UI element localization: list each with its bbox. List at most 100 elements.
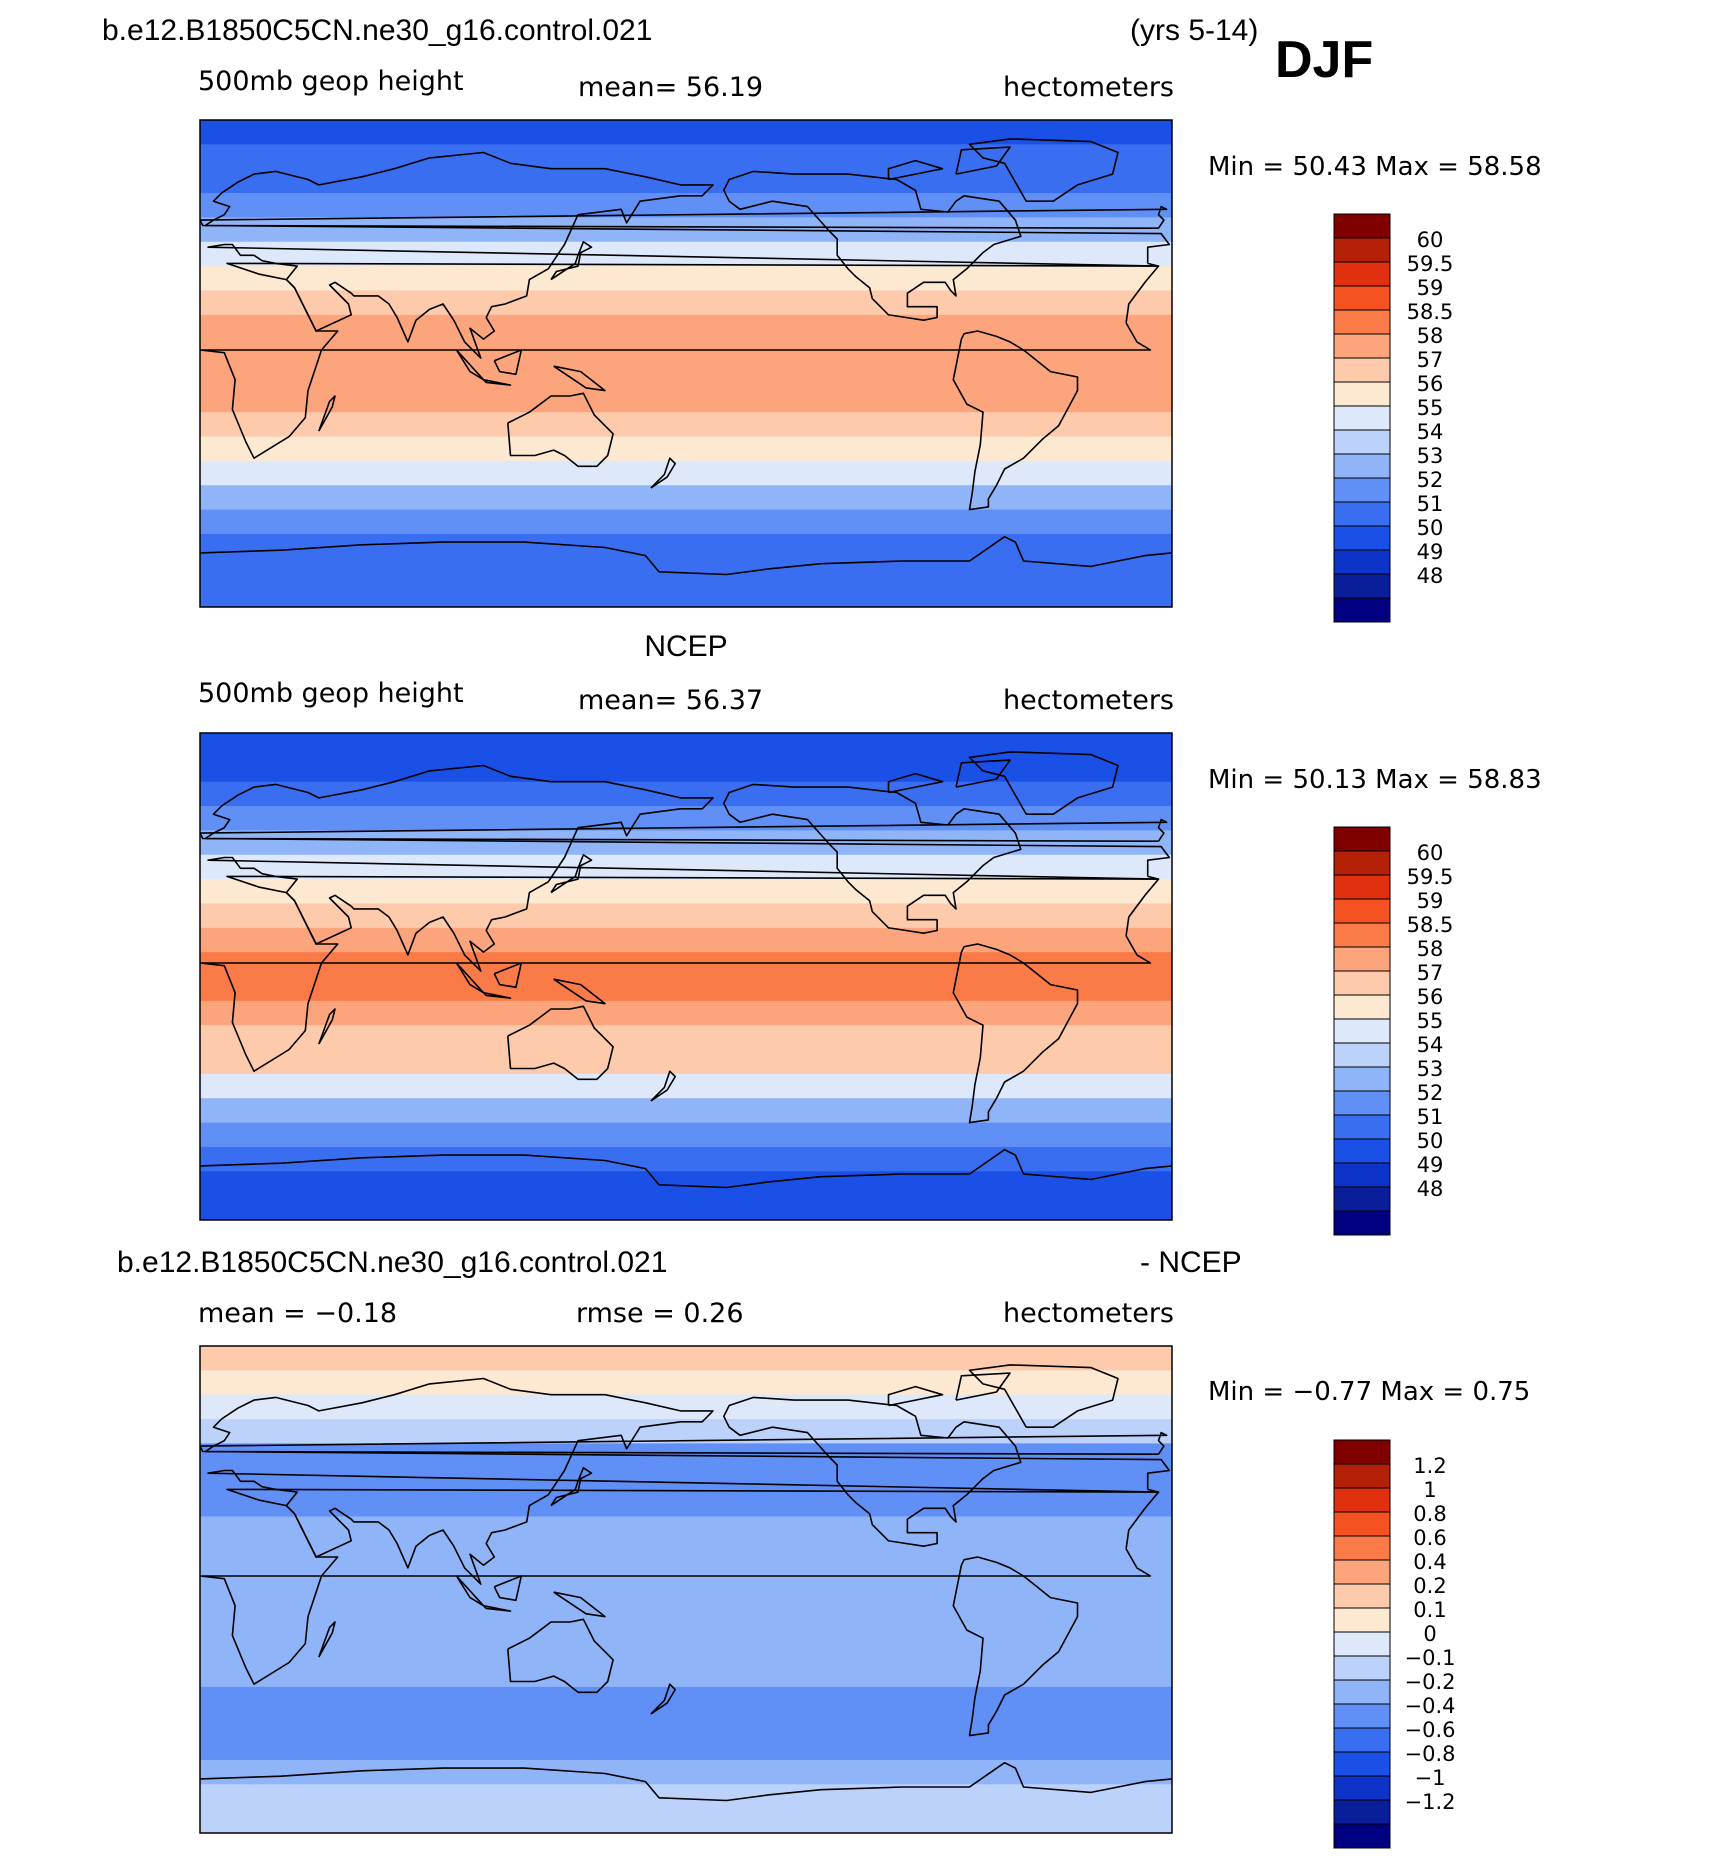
zonal-band bbox=[200, 412, 1172, 438]
colorbar-tick-label: 52 bbox=[1417, 1081, 1444, 1105]
colorbar-box bbox=[1333, 1799, 1391, 1825]
coastline bbox=[955, 1372, 1011, 1401]
colorbar-box bbox=[1333, 237, 1391, 263]
colorbar-box bbox=[1333, 453, 1391, 479]
coastline bbox=[318, 1008, 336, 1045]
colorbar-tick-label: 52 bbox=[1417, 468, 1444, 492]
zonal-band bbox=[200, 1171, 1172, 1197]
colorbar-box bbox=[1333, 970, 1391, 996]
coastline bbox=[200, 1761, 1172, 1802]
min-max-label: Min = 50.13 Max = 58.83 bbox=[1208, 765, 1542, 795]
colorbar-tick-label: 56 bbox=[1417, 985, 1444, 1009]
zonal-band bbox=[200, 1735, 1172, 1761]
colorbar-tick-label: 0 bbox=[1423, 1622, 1436, 1646]
zonal-band bbox=[200, 1516, 1172, 1542]
zonal-band bbox=[200, 927, 1172, 953]
zonal-band bbox=[200, 1565, 1172, 1591]
coastline bbox=[200, 1148, 1172, 1189]
season-label: DJF bbox=[1275, 31, 1373, 89]
colorbar-tick-label: −0.2 bbox=[1405, 1670, 1456, 1694]
coastline bbox=[200, 818, 1168, 843]
colorbar-tick-label: 58.5 bbox=[1407, 300, 1454, 324]
colorbar-box bbox=[1333, 1607, 1391, 1633]
colorbar-tick-label: 49 bbox=[1417, 1153, 1444, 1177]
coastline bbox=[968, 138, 1119, 202]
zonal-band bbox=[200, 1613, 1172, 1639]
map-frame bbox=[199, 119, 1173, 608]
colorbar-tick-label: 55 bbox=[1417, 1009, 1444, 1033]
colorbar-box bbox=[1333, 309, 1391, 335]
coastline bbox=[650, 1683, 677, 1715]
colorbar-box bbox=[1333, 1042, 1391, 1068]
coastline bbox=[482, 991, 512, 999]
colorbar-box bbox=[1333, 1439, 1391, 1465]
coastline bbox=[887, 159, 944, 181]
colorbar-tick-label: −0.8 bbox=[1405, 1742, 1456, 1766]
colorbar-box bbox=[1333, 573, 1391, 599]
colorbar-box bbox=[1333, 1487, 1391, 1513]
mean-label: mean = −0.18 bbox=[198, 1298, 397, 1329]
map-frame bbox=[199, 732, 1173, 1221]
panel-title-diff-right: - NCEP bbox=[1140, 1246, 1242, 1279]
coastline bbox=[204, 151, 1171, 359]
coastline bbox=[507, 1618, 614, 1694]
colorbar-tick-label: 49 bbox=[1417, 540, 1444, 564]
zonal-band bbox=[200, 266, 1172, 292]
colorbar-tick-label: 53 bbox=[1417, 1057, 1444, 1081]
min-max-label: Min = 50.43 Max = 58.58 bbox=[1208, 152, 1542, 182]
map-ncep bbox=[200, 733, 1172, 1220]
zonal-band bbox=[200, 1638, 1172, 1664]
colorbar-tick-label: 59.5 bbox=[1407, 252, 1454, 276]
coastline bbox=[650, 457, 677, 489]
colorbar-tick-label: 51 bbox=[1417, 1105, 1444, 1129]
rmse-label: rmse = 0.26 bbox=[576, 1298, 744, 1329]
colorbar-box bbox=[1333, 429, 1391, 455]
coastline bbox=[550, 1467, 593, 1507]
colorbar-tick-label: 58 bbox=[1417, 937, 1444, 961]
colorbar-box bbox=[1333, 1138, 1391, 1164]
zonal-band bbox=[200, 1589, 1172, 1615]
panel-model: 500mb geop height mean= 56.19 hectometer… bbox=[198, 66, 1542, 623]
colorbar-box bbox=[1333, 261, 1391, 287]
coastline bbox=[200, 1431, 1168, 1455]
colorbar-box bbox=[1333, 1186, 1391, 1212]
colorbar-box bbox=[1333, 1162, 1391, 1188]
colorbar-tick-label: 56 bbox=[1417, 372, 1444, 396]
colorbar-box bbox=[1333, 1727, 1391, 1753]
colorbar-box bbox=[1333, 213, 1391, 239]
zonal-band bbox=[200, 387, 1172, 413]
colorbar-difference: 1.210.80.60.40.20.10−0.1−0.2−0.4−0.6−0.8… bbox=[1333, 1439, 1456, 1849]
zonal-band bbox=[200, 1098, 1172, 1124]
panel-title-diff-left: b.e12.B1850C5CN.ne30_g16.control.021 bbox=[117, 1246, 667, 1279]
colorbar-box bbox=[1333, 1775, 1391, 1801]
colorbar-tick-label: −0.6 bbox=[1405, 1718, 1456, 1742]
colorbar-box bbox=[1333, 898, 1391, 924]
coastline bbox=[553, 1591, 606, 1618]
colorbar-tick-label: 59 bbox=[1417, 276, 1444, 300]
coastline bbox=[455, 349, 485, 381]
variable-label: 500mb geop height bbox=[198, 678, 464, 709]
colorbar-box bbox=[1333, 874, 1391, 900]
zonal-band bbox=[200, 290, 1172, 316]
zonal-band bbox=[200, 1073, 1172, 1099]
colorbar-box bbox=[1333, 1511, 1391, 1537]
coastline bbox=[952, 330, 1079, 511]
colorbar-box bbox=[1333, 1114, 1391, 1140]
colorbar-tick-label: 1 bbox=[1423, 1478, 1436, 1502]
colorbar-box bbox=[1333, 1018, 1391, 1044]
colorbar-box bbox=[1333, 285, 1391, 311]
colorbar-tick-label: 48 bbox=[1417, 1177, 1444, 1201]
coastline bbox=[200, 205, 1168, 229]
colorbar-tick-label: −0.4 bbox=[1405, 1694, 1456, 1718]
colorbar-box bbox=[1333, 1751, 1391, 1777]
zonal-band bbox=[200, 1346, 1172, 1371]
coastline bbox=[650, 1070, 677, 1102]
zonal-band bbox=[200, 168, 1172, 194]
units-label: hectometers bbox=[1003, 72, 1174, 103]
coastline bbox=[887, 772, 944, 794]
coastline bbox=[507, 1005, 614, 1081]
coastline bbox=[455, 962, 485, 994]
zonal-band bbox=[200, 1759, 1172, 1785]
colorbar-box bbox=[1333, 381, 1391, 407]
colorbar-tick-label: 55 bbox=[1417, 396, 1444, 420]
